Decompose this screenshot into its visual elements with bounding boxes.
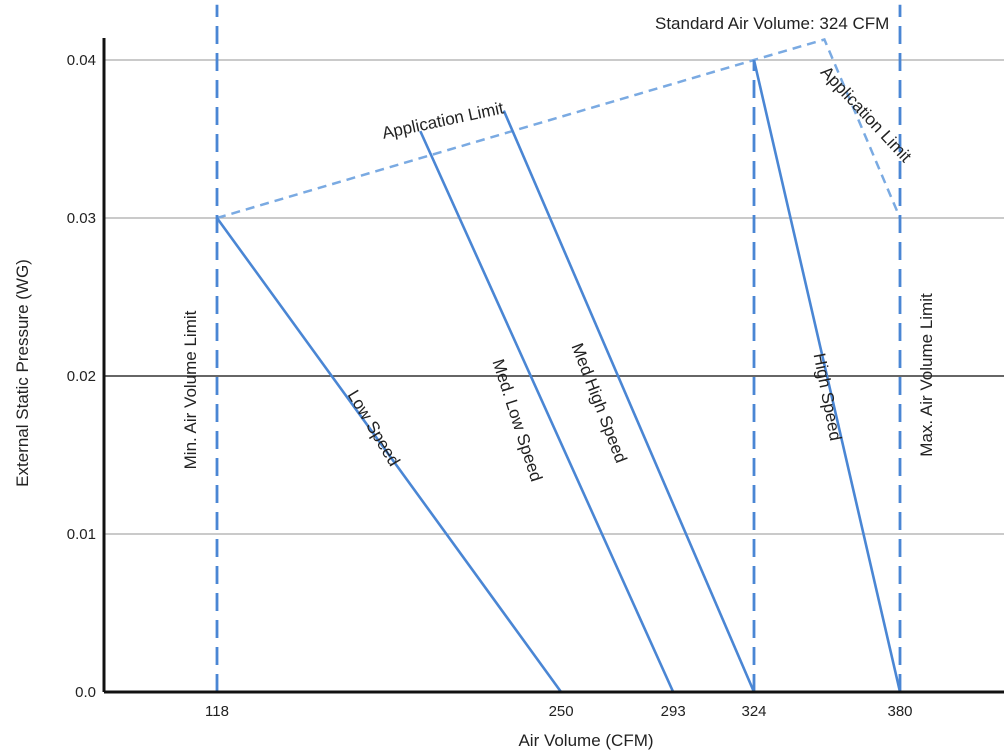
application-limit-top-label: Application Limit: [380, 98, 505, 142]
y-tick-label-1: 0.01: [67, 526, 96, 543]
x-tick-label-4: 380: [887, 703, 912, 720]
x-axis-title: Air Volume (CFM): [518, 731, 653, 750]
series-line-high-speed: [752, 59, 902, 693]
x-tick-label-3: 324: [741, 703, 766, 720]
reference-lines: [215, 4, 902, 692]
max-air-volume-limit-label: Max. Air Volume Limit: [917, 293, 936, 457]
y-tick-label-4: 0.04: [67, 52, 96, 69]
x-tick-label-0: 118: [205, 703, 229, 720]
x-tick-label-2: 293: [661, 703, 686, 720]
gridlines: [104, 59, 1004, 535]
low-speed-label: Low Speed: [344, 387, 404, 470]
y-tick-label-0: 0.0: [75, 684, 96, 701]
y-tick-label-3: 0.03: [67, 210, 96, 227]
y-tick-label-2: 0.02: [67, 368, 96, 385]
series-line-med-low-speed: [419, 130, 675, 693]
series-lines: [215, 59, 902, 693]
tick-labels: 0.0 0.01 0.02 0.03 0.04 118 250 293 324 380: [67, 52, 913, 720]
min-air-volume-limit-label: Min. Air Volume Limit: [181, 310, 200, 469]
standard-air-volume-annotation: Standard Air Volume: 324 CFM: [655, 14, 889, 33]
limit-line-application-limit: [216, 37, 902, 220]
x-tick-label-1: 250: [549, 703, 574, 720]
high-speed-label: High Speed: [810, 352, 846, 443]
axes: [102, 38, 1004, 694]
series-line-low-speed: [215, 217, 563, 693]
y-axis-title: External Static Pressure (WG): [13, 259, 32, 487]
series-line-med-high-speed: [502, 110, 756, 693]
med-high-speed-label: Med High Speed: [568, 341, 631, 466]
